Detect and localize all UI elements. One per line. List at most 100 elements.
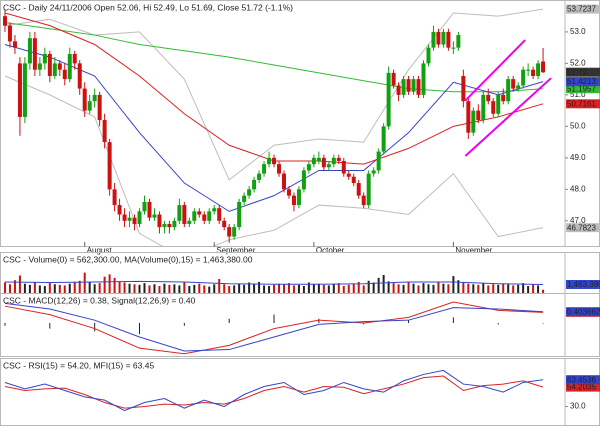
y-tick-label: 49.0 — [570, 153, 586, 162]
candle-body — [177, 205, 182, 221]
volume-bar — [297, 284, 300, 293]
volume-bar — [372, 282, 375, 293]
candle-body — [37, 63, 42, 70]
candle-body — [521, 69, 526, 86]
x-tick-label: November — [455, 246, 492, 255]
volume-bar — [158, 286, 161, 293]
y-tick-label: 47.0 — [570, 216, 586, 225]
candle-body — [511, 79, 516, 89]
volume-bar — [273, 284, 276, 293]
x-tick-label: August — [87, 246, 113, 255]
candle-body — [2, 16, 7, 26]
candle-body — [42, 53, 47, 64]
end-label: 51.72 — [567, 68, 588, 77]
candle-body — [147, 201, 152, 218]
volume-bar — [282, 284, 285, 293]
end-label: 50.7161 — [567, 99, 596, 108]
volume-bar — [357, 281, 360, 293]
volume-bar — [268, 286, 271, 293]
x-tick-label: September — [216, 246, 255, 255]
candle-body — [351, 176, 356, 184]
candle-body — [516, 85, 521, 89]
candle-body — [197, 211, 202, 215]
volume-bar — [108, 274, 111, 293]
histogram-bar — [363, 322, 365, 325]
volume-bar — [208, 286, 211, 293]
histogram-bar — [49, 322, 51, 329]
volume-bar — [467, 283, 470, 293]
candle-body — [536, 63, 541, 76]
histogram-bar — [408, 320, 410, 323]
volume-bar — [68, 283, 71, 293]
candle-body — [371, 170, 376, 174]
volume-bar — [123, 282, 126, 293]
candle-body — [92, 94, 97, 102]
volume-bar — [497, 284, 500, 293]
overlay-line — [4, 44, 544, 212]
candle-body — [62, 69, 67, 80]
end-label: 54.2035 — [567, 383, 596, 392]
candle-body — [167, 223, 172, 228]
candle-body — [321, 157, 326, 168]
plot-area — [4, 301, 544, 355]
y-tick-label: 50.0 — [570, 121, 586, 130]
histogram-bar — [183, 322, 185, 326]
volume-bar — [487, 285, 490, 293]
volume-bar — [48, 283, 51, 293]
candle-body — [486, 94, 491, 102]
candle-body — [311, 157, 316, 165]
volume-bar — [442, 283, 445, 293]
candle-body — [501, 94, 506, 102]
overlay-line — [4, 75, 544, 246]
volume-bar — [38, 285, 41, 293]
volume-bar — [3, 282, 6, 293]
volume-bar — [482, 283, 485, 293]
volume-bar — [253, 284, 256, 293]
volume-bar — [542, 289, 545, 293]
volume-bar — [317, 283, 320, 293]
volume-bar — [278, 283, 281, 293]
volume-bar — [447, 284, 450, 293]
volume-bar — [477, 284, 480, 293]
volume-bar — [367, 280, 370, 293]
candle-body — [122, 214, 127, 221]
candle-body — [301, 170, 306, 190]
volume-bar — [143, 283, 146, 293]
candle-body — [87, 101, 92, 111]
candle-body — [182, 205, 187, 224]
candle-body — [242, 195, 247, 202]
volume-bar — [198, 283, 201, 293]
candle-body — [386, 72, 391, 127]
volume-bar — [263, 285, 266, 293]
volume-bar — [203, 285, 206, 293]
volume-bar — [502, 283, 505, 293]
candle-body — [426, 47, 431, 64]
volume-bar — [397, 284, 400, 293]
histogram-bar — [542, 322, 544, 324]
candle-body — [366, 173, 371, 206]
candle-body — [491, 101, 496, 114]
volume-bar — [243, 284, 246, 293]
volume-bar — [248, 282, 251, 293]
volume-bar — [183, 282, 186, 293]
candle-body — [281, 173, 286, 190]
volume-bar — [73, 281, 76, 293]
candle-body — [157, 214, 162, 228]
end-label-box — [566, 307, 600, 317]
trendline — [464, 77, 552, 157]
candle-body — [127, 217, 132, 221]
volume-bar — [13, 280, 16, 293]
histogram-bar — [452, 317, 454, 323]
volume-bar — [173, 284, 176, 293]
overlay-line — [4, 21, 544, 93]
end-label-box — [566, 223, 600, 233]
candle-body — [331, 157, 336, 165]
volume-bar — [337, 283, 340, 293]
candle-body — [296, 189, 301, 206]
candle-body — [446, 31, 451, 48]
candle-body — [451, 47, 456, 49]
volume-bar — [118, 281, 121, 293]
candle-body — [306, 164, 311, 171]
y-tick-label: 53.0 — [570, 27, 586, 36]
